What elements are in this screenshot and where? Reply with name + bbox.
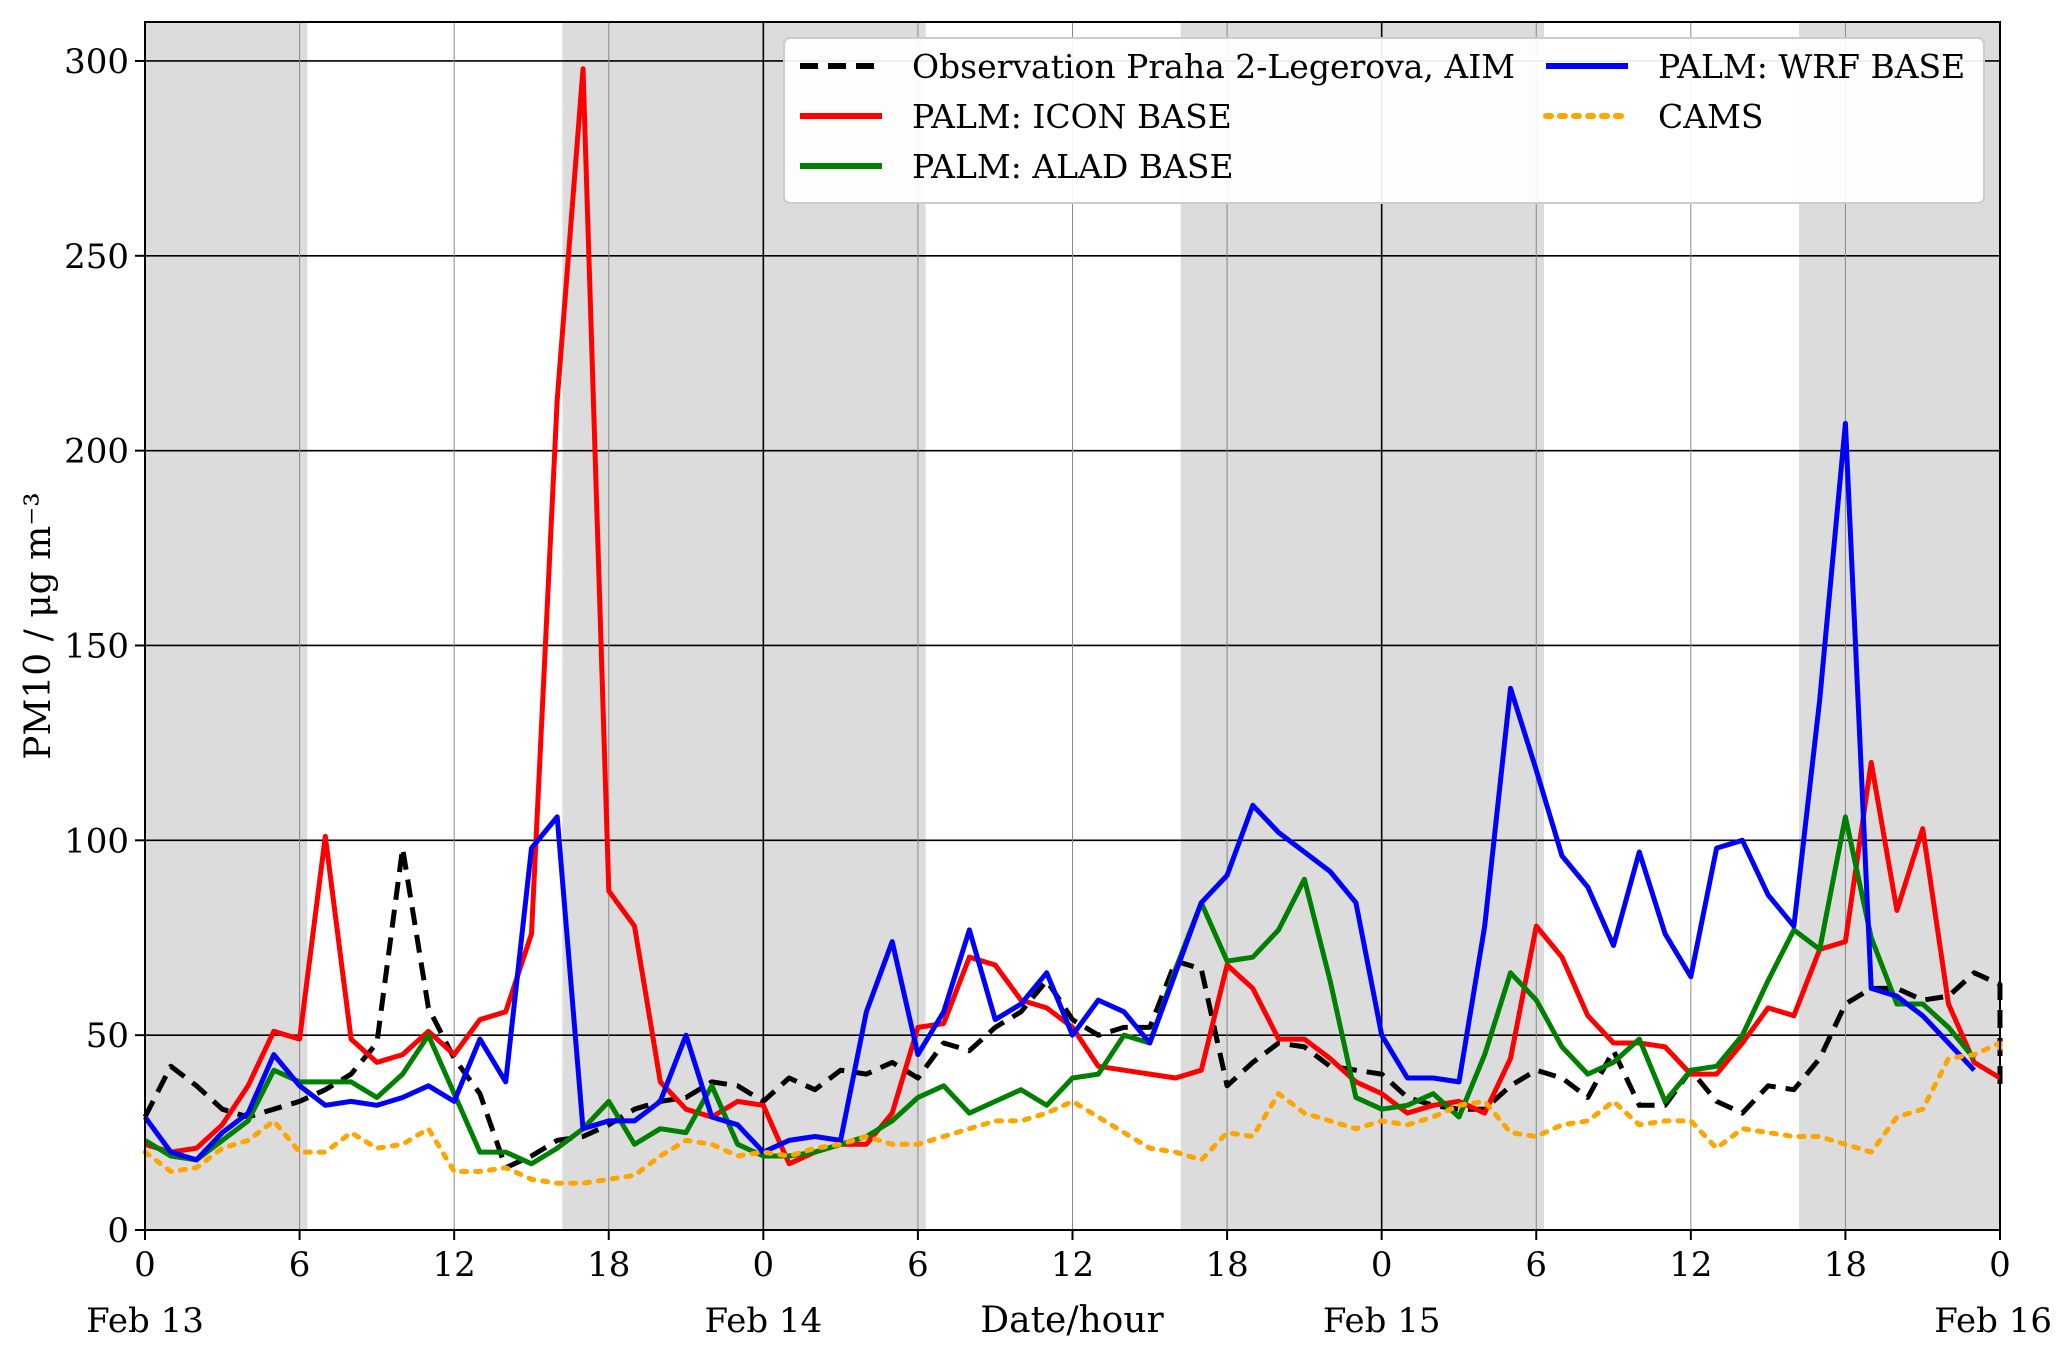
date-label-0: Feb 13	[86, 1301, 204, 1341]
x-tick-label-3: 18	[587, 1245, 630, 1285]
night-band-2	[1180, 22, 1544, 1230]
x-tick-label-4: 0	[753, 1245, 775, 1285]
y-tick-label-4: 200	[64, 432, 129, 472]
legend-box	[783, 37, 1985, 204]
date-label-3: Feb 16	[1934, 1301, 2052, 1341]
x-tick-label-6: 12	[1051, 1245, 1094, 1285]
legend-label-3: PALM: WRF BASE	[1658, 47, 1965, 86]
x-date-labels: Feb 13 Feb 14 Feb 15 Feb 16	[86, 1301, 2052, 1341]
night-bands	[145, 22, 2000, 1230]
legend-label-1: PALM: ICON BASE	[912, 97, 1232, 136]
y-tick-label-3: 150	[64, 626, 129, 666]
y-axis-label: PM10 / μg m⁻³	[18, 492, 59, 759]
x-tick-label-12: 0	[1989, 1245, 2011, 1285]
night-band-3	[1799, 22, 2000, 1230]
series-lines	[142, 66, 2003, 1186]
x-tick-label-10: 12	[1669, 1245, 1712, 1285]
series-line-3	[142, 420, 1977, 1163]
x-tick-label-2: 12	[433, 1245, 476, 1285]
date-label-1: Feb 14	[704, 1301, 822, 1341]
y-tick-label-2: 100	[64, 821, 129, 861]
series-line-2	[143, 814, 1977, 1167]
x-tick-label-0: 0	[134, 1245, 156, 1285]
date-label-2: Feb 15	[1323, 1301, 1441, 1341]
y-axis-ticks: 0 50 100 150 200 250 300	[64, 42, 145, 1251]
x-tick-label-1: 6	[289, 1245, 311, 1285]
y-tick-label-6: 300	[64, 42, 129, 82]
x-axis-ticks: 0 6 12 18 0 6 12 18 0 6 12 18 0	[134, 1230, 2011, 1285]
legend-label-0: Observation Praha 2-Legerova, AIM	[912, 47, 1515, 86]
x-axis-label: Date/hour	[980, 1300, 1164, 1341]
x-tick-label-8: 0	[1371, 1245, 1393, 1285]
x-tick-label-9: 6	[1525, 1245, 1547, 1285]
legend: Observation Praha 2-Legerova, AIM PALM: I…	[783, 37, 1985, 204]
x-tick-label-7: 18	[1205, 1245, 1248, 1285]
y-tick-label-1: 50	[86, 1016, 129, 1056]
series-line-4	[142, 1036, 2003, 1186]
y-tick-label-0: 0	[107, 1211, 129, 1251]
x-tick-label-11: 18	[1824, 1245, 1867, 1285]
night-band-0	[145, 22, 308, 1230]
series-line-0	[142, 845, 2003, 1171]
y-tick-label-5: 250	[64, 237, 129, 277]
legend-label-4: CAMS	[1658, 97, 1763, 136]
legend-label-2: PALM: ALAD BASE	[912, 147, 1234, 186]
x-tick-label-5: 6	[907, 1245, 929, 1285]
